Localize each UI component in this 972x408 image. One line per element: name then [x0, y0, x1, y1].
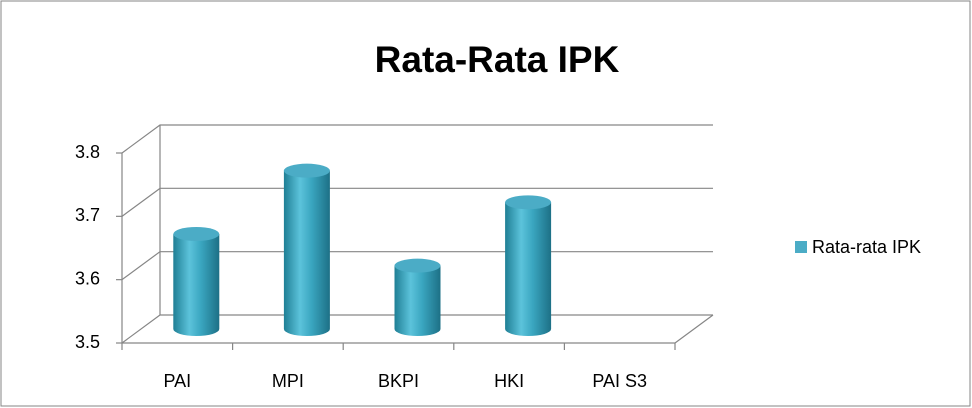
- legend-label: Rata-rata IPK: [812, 237, 921, 257]
- bar: [505, 195, 552, 336]
- x-tick-label: HKI: [494, 371, 524, 391]
- x-tick-label: PAI S3: [592, 371, 647, 391]
- legend-swatch: [795, 241, 807, 253]
- y-tick-label: 3.7: [75, 205, 100, 225]
- x-tick-label: PAI: [163, 371, 191, 391]
- bar: [173, 227, 220, 337]
- bar: [283, 163, 330, 337]
- x-tick-label: MPI: [272, 371, 304, 391]
- grid-line: [121, 187, 713, 217]
- grid-line: [121, 124, 713, 154]
- chart-title: Rata-Rata IPK: [375, 39, 620, 80]
- y-tick-label: 3.8: [75, 142, 100, 162]
- y-tick-label: 3.5: [75, 332, 100, 352]
- y-tick-label: 3.6: [75, 268, 100, 288]
- bar: [394, 258, 441, 337]
- x-tick-label: BKPI: [378, 371, 419, 391]
